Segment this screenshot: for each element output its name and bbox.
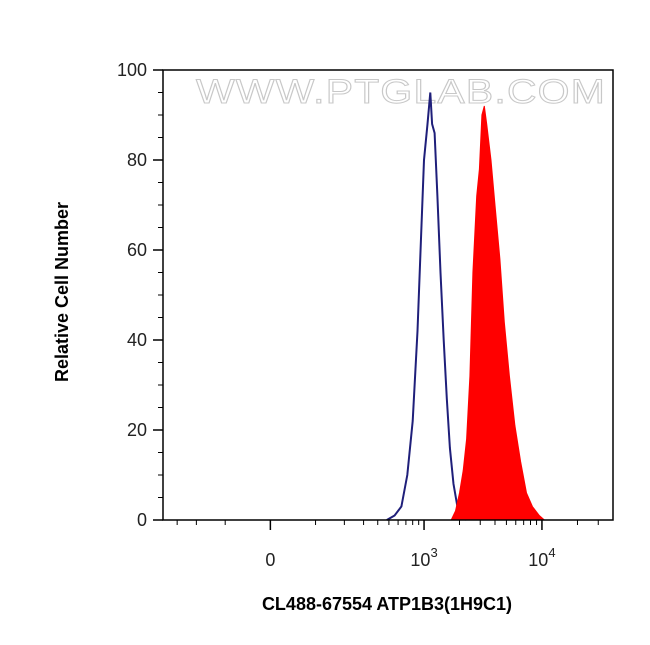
y-tick-label: 100 [117,60,147,80]
series-layer [386,92,546,521]
series-fill-1 [450,105,546,521]
x-tick-label: 103 [410,545,437,570]
y-tick-label: 20 [127,420,147,440]
plot-frame [162,69,614,521]
series-line-0 [386,92,468,521]
y-tick-label: 40 [127,330,147,350]
y-tick-label: 0 [137,510,147,530]
axes-layer: 0 20 40 60 80 100 0 103 104 [117,60,599,570]
x-tick-label: 0 [265,550,275,570]
x-axis-title: CL488-67554 ATP1B3(1H9C1) [262,594,512,614]
x-tick-label: 104 [528,545,555,570]
watermark-text: WWW.PTGLAB.COM [196,73,606,111]
y-tick-label: 60 [127,240,147,260]
y-axis-title: Relative Cell Number [52,202,72,382]
y-tick-label: 80 [127,150,147,170]
